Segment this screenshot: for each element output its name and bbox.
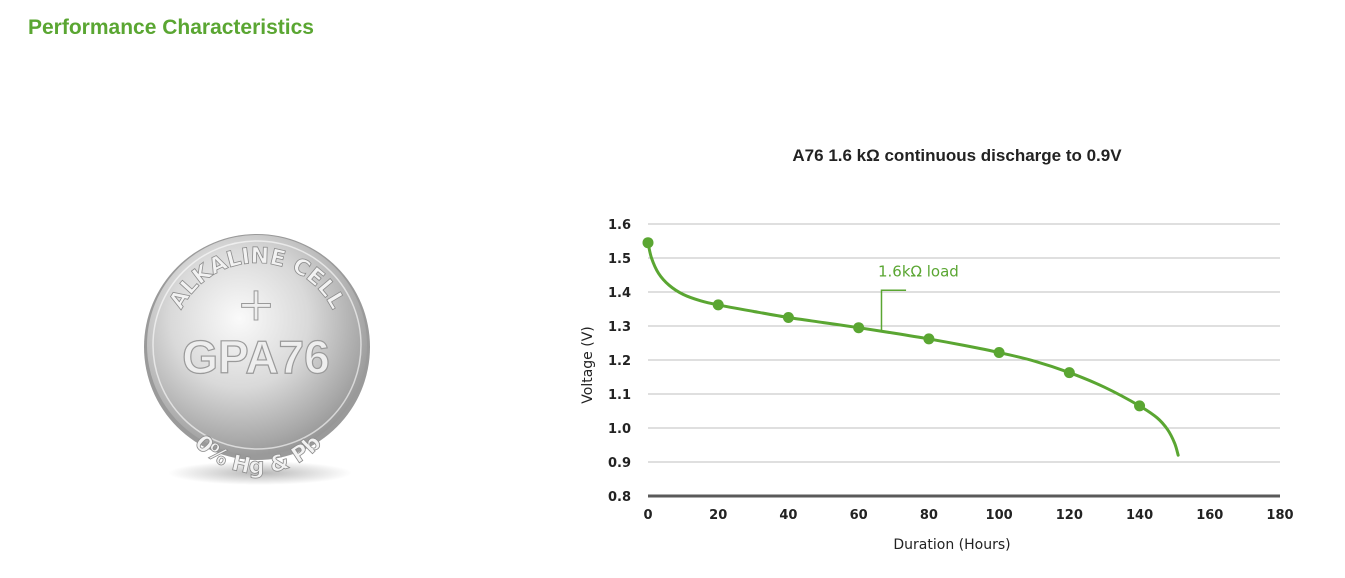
- battery-model: GPA76: [182, 331, 329, 383]
- discharge-chart: A76 1.6 kΩ continuous discharge to 0.9V …: [560, 130, 1300, 570]
- x-tick-label: 80: [920, 508, 938, 523]
- data-point-marker: [923, 333, 935, 345]
- data-point-marker: [1063, 367, 1075, 379]
- series-label: 1.6kΩ load: [878, 263, 959, 281]
- series-layer: 1.6kΩ load: [642, 237, 1180, 457]
- coin-shadow: [168, 461, 352, 485]
- coin-inner-edge: [152, 240, 362, 450]
- chart-svg: A76 1.6 kΩ continuous discharge to 0.9V …: [580, 146, 1294, 553]
- x-tick-label: 0: [643, 508, 652, 523]
- y-axis-ticks: 0.8 0.9 1.0 1.1 1.2 1.3 1.4 1.5 1.6: [608, 218, 631, 505]
- data-point-marker: [1134, 400, 1146, 412]
- y-tick-label: 0.9: [608, 456, 631, 471]
- section-title: Performance Characteristics: [28, 16, 314, 39]
- x-axis-label: Duration (Hours): [893, 537, 1010, 553]
- y-tick-label: 1.6: [608, 218, 631, 233]
- data-point-marker: [642, 237, 654, 249]
- y-tick-label: 1.5: [608, 252, 631, 267]
- x-tick-label: 180: [1266, 508, 1293, 523]
- data-point-marker: [782, 312, 794, 323]
- x-tick-label: 160: [1196, 508, 1223, 523]
- y-axis-label: Voltage (V): [580, 326, 596, 403]
- x-tick-label: 140: [1126, 508, 1153, 523]
- y-tick-label: 1.4: [608, 286, 631, 301]
- coin-face: [147, 235, 367, 455]
- x-tick-label: 40: [779, 508, 797, 523]
- battery-illustration: ALKALINE CELL + GPA76 0% Hg & Pb: [144, 234, 370, 485]
- y-tick-label: 1.3: [608, 320, 631, 335]
- data-point-marker: [993, 347, 1005, 359]
- x-tick-label: 100: [986, 508, 1013, 523]
- series-callout-line: [880, 289, 907, 332]
- chart-title: A76 1.6 kΩ continuous discharge to 0.9V: [792, 146, 1122, 165]
- battery-image: ALKALINE CELL + GPA76 0% Hg & Pb: [135, 225, 385, 490]
- data-point-marker: [853, 322, 865, 334]
- x-tick-label: 120: [1056, 508, 1083, 523]
- y-tick-label: 1.1: [608, 388, 631, 403]
- series-line: [646, 241, 1180, 457]
- x-tick-label: 20: [709, 508, 727, 523]
- x-axis-ticks: 0 20 40 60 80 100 120 140 160 180: [643, 508, 1293, 523]
- y-tick-label: 1.0: [608, 422, 631, 437]
- data-point-marker: [712, 299, 724, 311]
- y-tick-label: 1.2: [608, 354, 631, 369]
- y-tick-label: 0.8: [608, 490, 631, 505]
- x-tick-label: 60: [850, 508, 868, 523]
- battery-polarity-symbol: +: [237, 277, 276, 331]
- gridlines: [648, 223, 1280, 463]
